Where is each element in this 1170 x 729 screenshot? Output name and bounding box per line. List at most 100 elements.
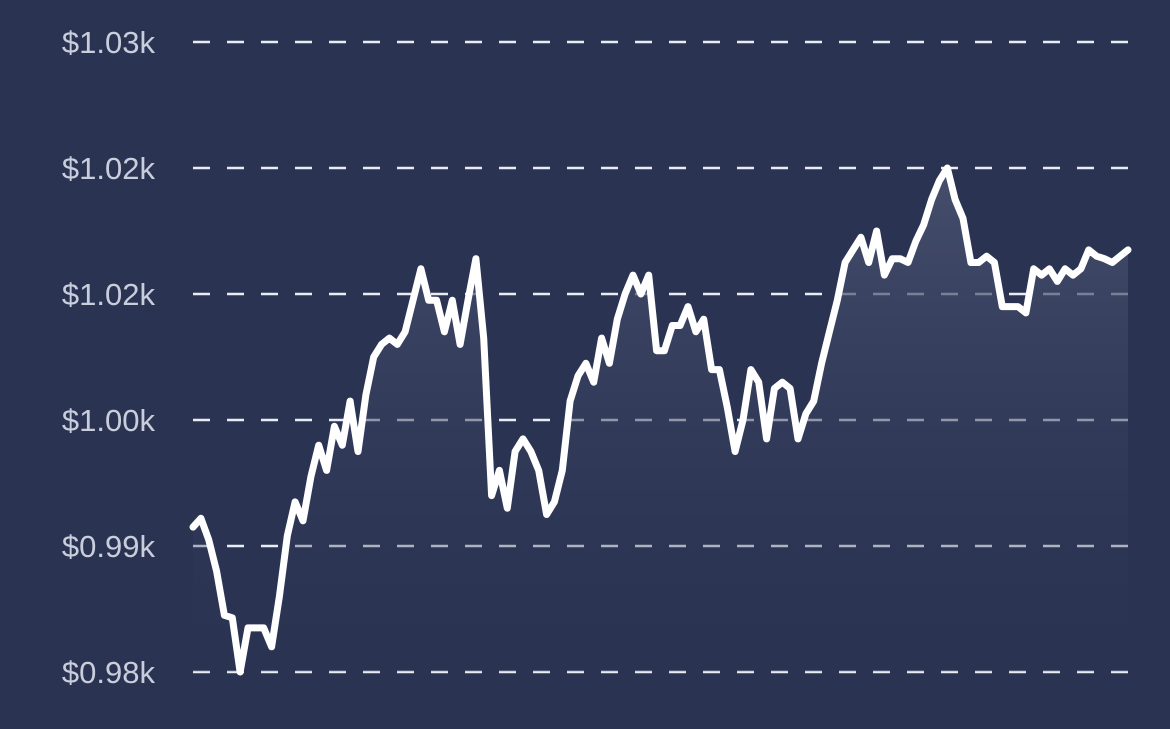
data-point bbox=[340, 443, 344, 447]
data-point bbox=[215, 569, 219, 573]
data-point bbox=[882, 273, 886, 277]
y-tick-label: $1.02k bbox=[62, 277, 156, 312]
data-point bbox=[945, 166, 949, 170]
data-point bbox=[694, 330, 698, 334]
data-point bbox=[1102, 257, 1106, 261]
data-point bbox=[725, 405, 729, 409]
data-point bbox=[1000, 305, 1004, 309]
data-point bbox=[450, 298, 454, 302]
data-point bbox=[615, 317, 619, 321]
data-point bbox=[992, 261, 996, 265]
data-point bbox=[254, 626, 258, 630]
price-series-line bbox=[189, 164, 1132, 676]
data-point bbox=[953, 198, 957, 202]
data-point bbox=[497, 468, 501, 472]
data-point bbox=[686, 305, 690, 309]
data-point bbox=[427, 298, 431, 302]
data-point bbox=[387, 336, 391, 340]
y-tick-label: $0.98k bbox=[62, 655, 156, 690]
data-point bbox=[560, 468, 564, 472]
data-point bbox=[332, 424, 336, 428]
data-point bbox=[207, 538, 211, 542]
data-point bbox=[490, 494, 494, 498]
data-point bbox=[930, 198, 934, 202]
data-point bbox=[812, 399, 816, 403]
data-point bbox=[961, 216, 965, 220]
data-point bbox=[568, 399, 572, 403]
y-tick-label: $1.02k bbox=[62, 151, 156, 186]
data-point bbox=[843, 261, 847, 265]
data-point bbox=[851, 248, 855, 252]
data-point bbox=[702, 317, 706, 321]
data-point bbox=[647, 273, 651, 277]
data-point bbox=[348, 399, 352, 403]
data-point bbox=[317, 443, 321, 447]
data-point bbox=[898, 257, 902, 261]
data-point bbox=[1024, 311, 1028, 315]
data-point bbox=[1055, 279, 1059, 283]
data-point bbox=[623, 292, 627, 296]
data-point bbox=[1040, 273, 1044, 277]
data-point bbox=[859, 235, 863, 239]
data-point bbox=[749, 368, 753, 372]
data-point bbox=[356, 450, 360, 454]
data-point bbox=[364, 393, 368, 397]
data-point bbox=[796, 437, 800, 441]
data-point bbox=[765, 437, 769, 441]
y-tick-label: $0.99k bbox=[62, 529, 156, 564]
data-point bbox=[710, 368, 714, 372]
data-point bbox=[1032, 267, 1036, 271]
data-point bbox=[922, 223, 926, 227]
data-point bbox=[238, 670, 242, 674]
data-point bbox=[1118, 254, 1122, 258]
y-tick-label: $1.00k bbox=[62, 403, 156, 438]
data-point bbox=[529, 450, 533, 454]
data-point bbox=[246, 626, 250, 630]
data-point bbox=[293, 500, 297, 504]
data-point bbox=[285, 534, 289, 538]
data-point bbox=[607, 361, 611, 365]
data-point bbox=[717, 368, 721, 372]
data-point bbox=[1095, 254, 1099, 258]
data-point bbox=[1087, 248, 1091, 252]
data-point bbox=[875, 229, 879, 233]
data-point bbox=[419, 267, 423, 271]
data-point bbox=[1110, 261, 1114, 265]
data-point bbox=[521, 437, 525, 441]
data-point bbox=[1008, 305, 1012, 309]
data-point bbox=[985, 254, 989, 258]
data-point bbox=[631, 273, 635, 277]
data-point bbox=[576, 374, 580, 378]
data-point bbox=[678, 324, 682, 328]
data-point bbox=[977, 261, 981, 265]
data-point bbox=[199, 516, 203, 520]
data-point bbox=[466, 298, 470, 302]
data-point bbox=[655, 349, 659, 353]
data-point bbox=[914, 239, 918, 243]
data-point bbox=[662, 349, 666, 353]
data-point bbox=[780, 380, 784, 384]
data-point bbox=[1063, 267, 1067, 271]
data-point bbox=[1071, 273, 1075, 277]
data-point bbox=[411, 298, 415, 302]
data-point bbox=[741, 418, 745, 422]
data-point bbox=[537, 468, 541, 472]
data-point bbox=[1079, 267, 1083, 271]
data-point bbox=[403, 330, 407, 334]
y-tick-label: $1.03k bbox=[62, 25, 156, 60]
data-point bbox=[380, 342, 384, 346]
data-point bbox=[513, 450, 517, 454]
data-point bbox=[670, 324, 674, 328]
data-point bbox=[804, 412, 808, 416]
data-point bbox=[372, 355, 376, 359]
data-point bbox=[788, 387, 792, 391]
data-point bbox=[584, 361, 588, 365]
data-point bbox=[222, 613, 226, 617]
data-point bbox=[435, 298, 439, 302]
data-point bbox=[545, 513, 549, 517]
data-point bbox=[592, 380, 596, 384]
data-point bbox=[835, 298, 839, 302]
data-point bbox=[937, 179, 941, 183]
